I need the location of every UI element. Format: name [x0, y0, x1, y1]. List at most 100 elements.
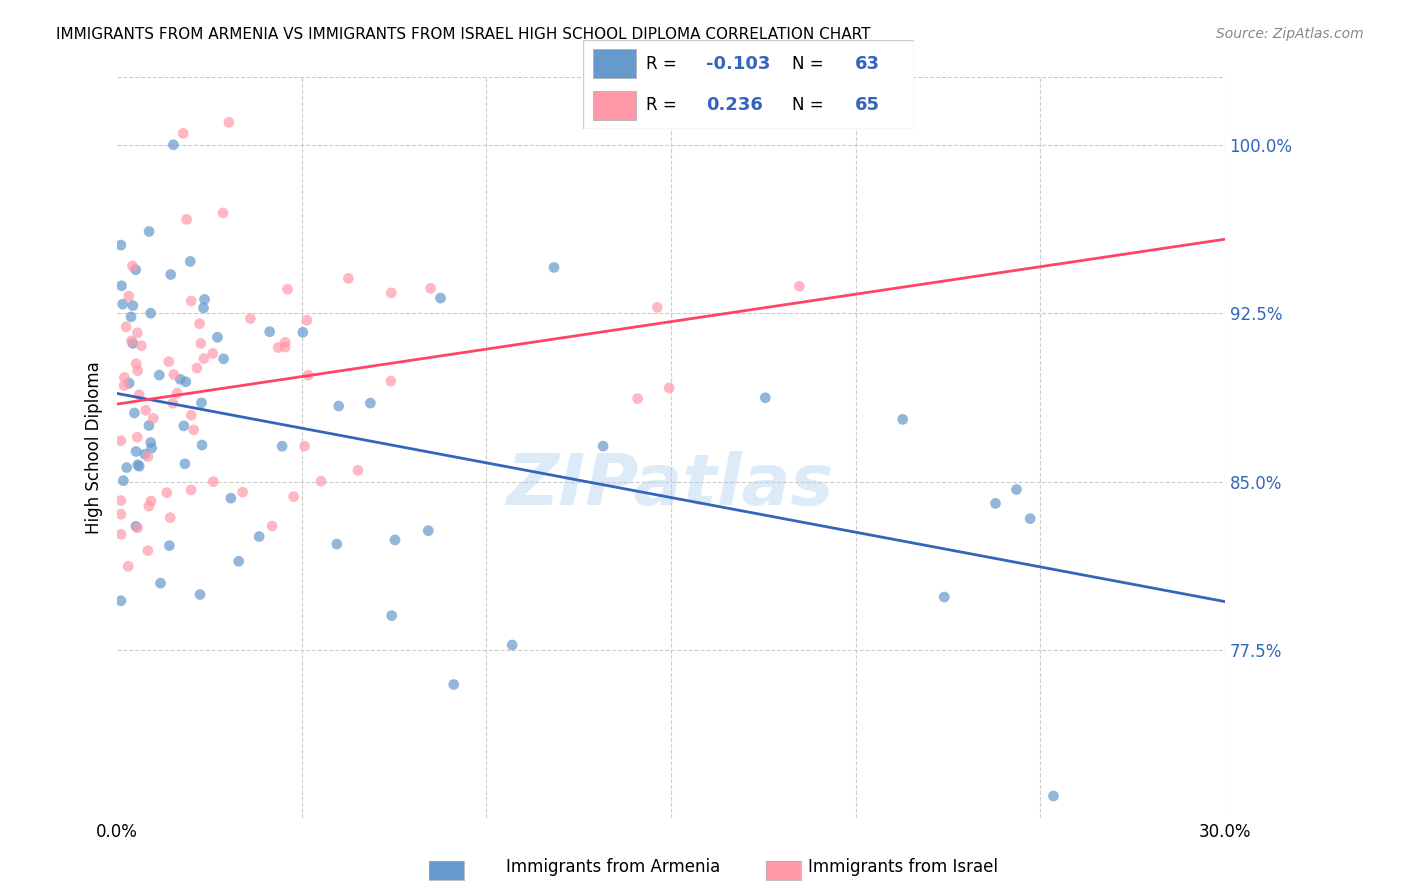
Point — [359, 396, 381, 410]
Point — [159, 268, 181, 282]
Text: 63: 63 — [855, 55, 879, 73]
Point — [291, 326, 314, 340]
Point — [443, 677, 465, 691]
Point — [157, 539, 180, 553]
Point — [138, 418, 160, 433]
Point — [128, 388, 150, 402]
Point — [136, 543, 159, 558]
Point — [162, 137, 184, 152]
Point — [1005, 483, 1028, 497]
Point — [159, 510, 181, 524]
Point — [228, 554, 250, 568]
Point — [193, 293, 215, 307]
Point — [136, 450, 159, 464]
Point — [131, 339, 153, 353]
Point — [127, 326, 149, 340]
Point — [110, 527, 132, 541]
Point — [163, 368, 186, 382]
Text: R =: R = — [647, 55, 682, 73]
Point — [174, 457, 197, 471]
Point — [110, 434, 132, 448]
Point — [121, 259, 143, 273]
Point — [232, 485, 254, 500]
Point — [384, 533, 406, 547]
Point — [125, 357, 148, 371]
Point — [115, 460, 138, 475]
Text: N =: N = — [792, 55, 828, 73]
Point — [418, 524, 440, 538]
Point — [121, 299, 143, 313]
Text: 0.236: 0.236 — [706, 96, 762, 114]
Point — [283, 490, 305, 504]
Point — [239, 311, 262, 326]
Point — [127, 430, 149, 444]
Point — [112, 378, 135, 392]
Point — [191, 438, 214, 452]
Point — [138, 499, 160, 513]
Point — [127, 521, 149, 535]
Point — [179, 254, 201, 268]
Point — [141, 441, 163, 455]
Point — [166, 386, 188, 401]
Point — [297, 368, 319, 383]
Point — [658, 381, 681, 395]
Text: R =: R = — [647, 96, 688, 114]
Point — [180, 409, 202, 423]
Point — [120, 310, 142, 324]
Point — [326, 537, 349, 551]
Point — [110, 507, 132, 521]
Point — [174, 375, 197, 389]
Point — [380, 374, 402, 388]
Point — [135, 403, 157, 417]
Point — [190, 336, 212, 351]
Point — [647, 301, 669, 315]
Point — [267, 341, 290, 355]
Point — [128, 459, 150, 474]
Point — [188, 588, 211, 602]
Point — [157, 354, 180, 368]
Point — [295, 313, 318, 327]
Point — [1042, 789, 1064, 803]
Point — [180, 483, 202, 497]
Point — [380, 285, 402, 300]
Point — [262, 519, 284, 533]
Point — [176, 212, 198, 227]
Point — [127, 458, 149, 472]
Point — [139, 494, 162, 508]
Point — [125, 444, 148, 458]
Bar — [593, 49, 637, 78]
Point — [309, 475, 332, 489]
Point — [127, 364, 149, 378]
Point — [202, 475, 225, 489]
Point — [274, 340, 297, 354]
Point — [294, 439, 316, 453]
Point — [337, 271, 360, 285]
Point — [112, 474, 135, 488]
Point — [247, 530, 270, 544]
Point — [125, 262, 148, 277]
Point — [156, 485, 179, 500]
Point — [381, 608, 404, 623]
Point — [328, 399, 350, 413]
Point — [117, 559, 139, 574]
Point — [190, 396, 212, 410]
Point — [193, 351, 215, 366]
Text: -0.103: -0.103 — [706, 55, 770, 73]
Point — [142, 411, 165, 425]
Point — [138, 225, 160, 239]
Point — [543, 260, 565, 275]
Point — [891, 412, 914, 426]
Y-axis label: High School Diploma: High School Diploma — [86, 361, 103, 534]
Point — [501, 638, 523, 652]
Point — [347, 463, 370, 477]
Point — [271, 439, 294, 453]
Point — [121, 336, 143, 351]
Point — [188, 317, 211, 331]
Point — [754, 391, 776, 405]
Point — [259, 325, 281, 339]
Point — [212, 351, 235, 366]
Point — [172, 127, 194, 141]
Point — [124, 406, 146, 420]
Point — [186, 361, 208, 376]
Point — [118, 376, 141, 391]
